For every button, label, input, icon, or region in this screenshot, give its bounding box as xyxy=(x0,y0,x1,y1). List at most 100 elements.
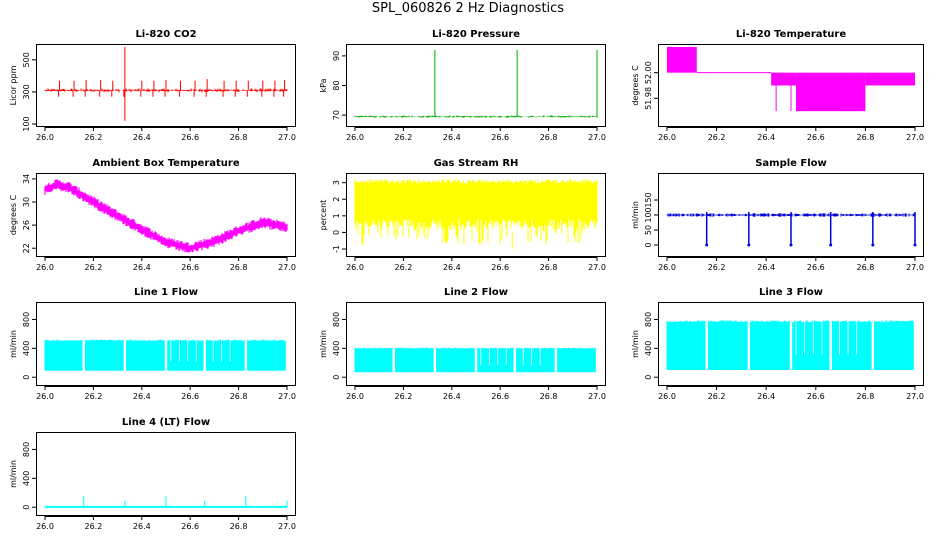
y-axis-label: degrees C xyxy=(9,194,18,235)
x-axis: 26.0 26.2 26.4 26.6 26.8 27.0 xyxy=(658,257,924,272)
y-axis-label: ml/min xyxy=(9,460,18,488)
data-layer xyxy=(354,345,599,373)
x-tick-label: 26.6 xyxy=(807,392,825,401)
flow-gap xyxy=(285,337,289,372)
data-layer xyxy=(44,179,288,253)
x-tick-label: 26.0 xyxy=(36,392,54,401)
x-tick-label: 26.4 xyxy=(757,133,775,142)
panel-co2: Li-820 CO2 26.0 26.2 26.4 26.6 26.8 27.0 100 300… xyxy=(9,29,296,142)
y-tick-label: 30 xyxy=(22,197,31,207)
x-tick-label: 26.6 xyxy=(807,263,825,272)
flow-gap xyxy=(789,318,793,371)
y-tick-label: 150 xyxy=(644,192,653,207)
y-axis: 70 80 90 kPa xyxy=(319,51,346,120)
x-tick-label: 26.2 xyxy=(708,133,726,142)
temp-band xyxy=(771,72,796,86)
y-axis-label: ml/min xyxy=(631,330,640,358)
y-axis: 0 400 800 ml/min xyxy=(9,442,36,510)
x-tick-label: 27.0 xyxy=(278,263,296,272)
x-tick-label: 26.0 xyxy=(658,263,676,272)
y-tick-label: 3 xyxy=(332,180,341,185)
y-axis-label: degrees C xyxy=(631,65,640,106)
flow-gap xyxy=(705,318,708,371)
x-tick-label: 26.2 xyxy=(394,133,412,142)
y-tick-label: 26 xyxy=(22,220,31,230)
data-layer xyxy=(44,47,288,121)
x-tick-label: 27.0 xyxy=(278,392,296,401)
data-layer xyxy=(354,179,598,250)
panel-title: Li-820 Pressure xyxy=(432,29,520,40)
x-tick-label: 27.0 xyxy=(588,392,606,401)
x-tick-label: 26.8 xyxy=(230,522,248,531)
data-layer xyxy=(667,47,915,112)
data-layer xyxy=(666,318,917,371)
x-tick-label: 26.2 xyxy=(708,263,726,272)
flow-gap xyxy=(595,345,599,373)
x-axis: 26.0 26.2 26.4 26.6 26.8 27.0 xyxy=(346,386,606,401)
x-tick-label: 26.2 xyxy=(708,392,726,401)
data-layer xyxy=(44,337,289,372)
y-tick-label: 800 xyxy=(22,442,31,457)
flow-gap xyxy=(392,345,395,373)
y-tick-label: 800 xyxy=(644,312,653,327)
y-axis-label: ml/min xyxy=(631,201,640,229)
y-tick-label: 52.00 xyxy=(644,61,653,84)
data-layer xyxy=(354,49,598,118)
y-tick-label: 0 xyxy=(22,375,31,380)
x-tick-label: 26.8 xyxy=(540,392,558,401)
y-tick-label: 800 xyxy=(332,312,341,327)
plot-frame xyxy=(346,302,606,386)
y-tick-label: 300 xyxy=(22,84,31,99)
x-tick-label: 26.8 xyxy=(230,263,248,272)
plot-frame xyxy=(346,173,606,257)
x-tick-label: 26.8 xyxy=(540,133,558,142)
x-axis: 26.0 26.2 26.4 26.6 26.8 27.0 xyxy=(36,386,296,401)
flow-dip-point xyxy=(913,243,917,247)
x-tick-label: 27.0 xyxy=(906,392,924,401)
panel-title: Line 1 Flow xyxy=(134,287,198,298)
flow-gap xyxy=(913,318,917,371)
x-tick-label: 26.6 xyxy=(181,392,199,401)
y-tick-label: 50 xyxy=(644,225,653,235)
x-tick-label: 26.4 xyxy=(133,522,151,531)
x-tick-label: 26.2 xyxy=(84,522,102,531)
temp-band xyxy=(667,47,697,73)
x-tick-label: 26.4 xyxy=(133,133,151,142)
y-tick-label: 500 xyxy=(22,52,31,67)
x-tick-label: 26.8 xyxy=(856,133,874,142)
y-tick-label: 1 xyxy=(332,213,341,218)
panel-title: Ambient Box Temperature xyxy=(92,158,239,169)
x-tick-label: 26.0 xyxy=(346,392,364,401)
x-tick-label: 26.2 xyxy=(84,263,102,272)
y-axis-label: kPa xyxy=(319,78,328,92)
panel-line3: Line 3 Flow 26.0 26.2 26.4 26.6 26.8 27.0 0 400 8… xyxy=(631,287,924,401)
panel-title: Sample Flow xyxy=(755,158,827,169)
x-tick-label: 27.0 xyxy=(278,522,296,531)
y-tick-label: 2 xyxy=(332,197,341,202)
y-tick-label: 400 xyxy=(332,341,341,356)
plot-frame xyxy=(36,432,296,516)
x-axis: 26.0 26.2 26.4 26.6 26.8 27.0 xyxy=(36,127,296,142)
panel-sample_flow: Sample Flow 26.0 26.2 26.4 26.6 26.8 27.0 0 50 10… xyxy=(631,158,924,272)
x-tick-label: 26.6 xyxy=(181,263,199,272)
y-tick-label: 400 xyxy=(644,341,653,356)
panel-line2: Line 2 Flow 26.0 26.2 26.4 26.6 26.8 27.0 0 400 8… xyxy=(319,287,606,401)
y-tick-label: 400 xyxy=(22,341,31,356)
y-tick-label: 100 xyxy=(644,207,653,222)
y-axis: 22 26 30 34 degrees C xyxy=(9,174,36,253)
y-tick-label: 22 xyxy=(22,243,31,253)
panel-title: Line 2 Flow xyxy=(444,287,508,298)
plot-frame xyxy=(658,302,924,386)
plot-frame xyxy=(36,173,296,257)
y-axis: 100 300 500 Licor ppm xyxy=(9,52,36,132)
flow-gap xyxy=(474,345,478,373)
flow-dip-point xyxy=(829,243,833,247)
x-tick-label: 26.8 xyxy=(540,263,558,272)
panel-title: Gas Stream RH xyxy=(434,158,519,169)
series-band xyxy=(44,179,288,253)
x-tick-label: 26.6 xyxy=(491,133,509,142)
flow-dip-point xyxy=(747,243,751,247)
y-tick-label: 0 xyxy=(332,375,341,380)
x-axis: 26.0 26.2 26.4 26.6 26.8 27.0 xyxy=(346,127,606,142)
x-tick-label: 27.0 xyxy=(588,263,606,272)
